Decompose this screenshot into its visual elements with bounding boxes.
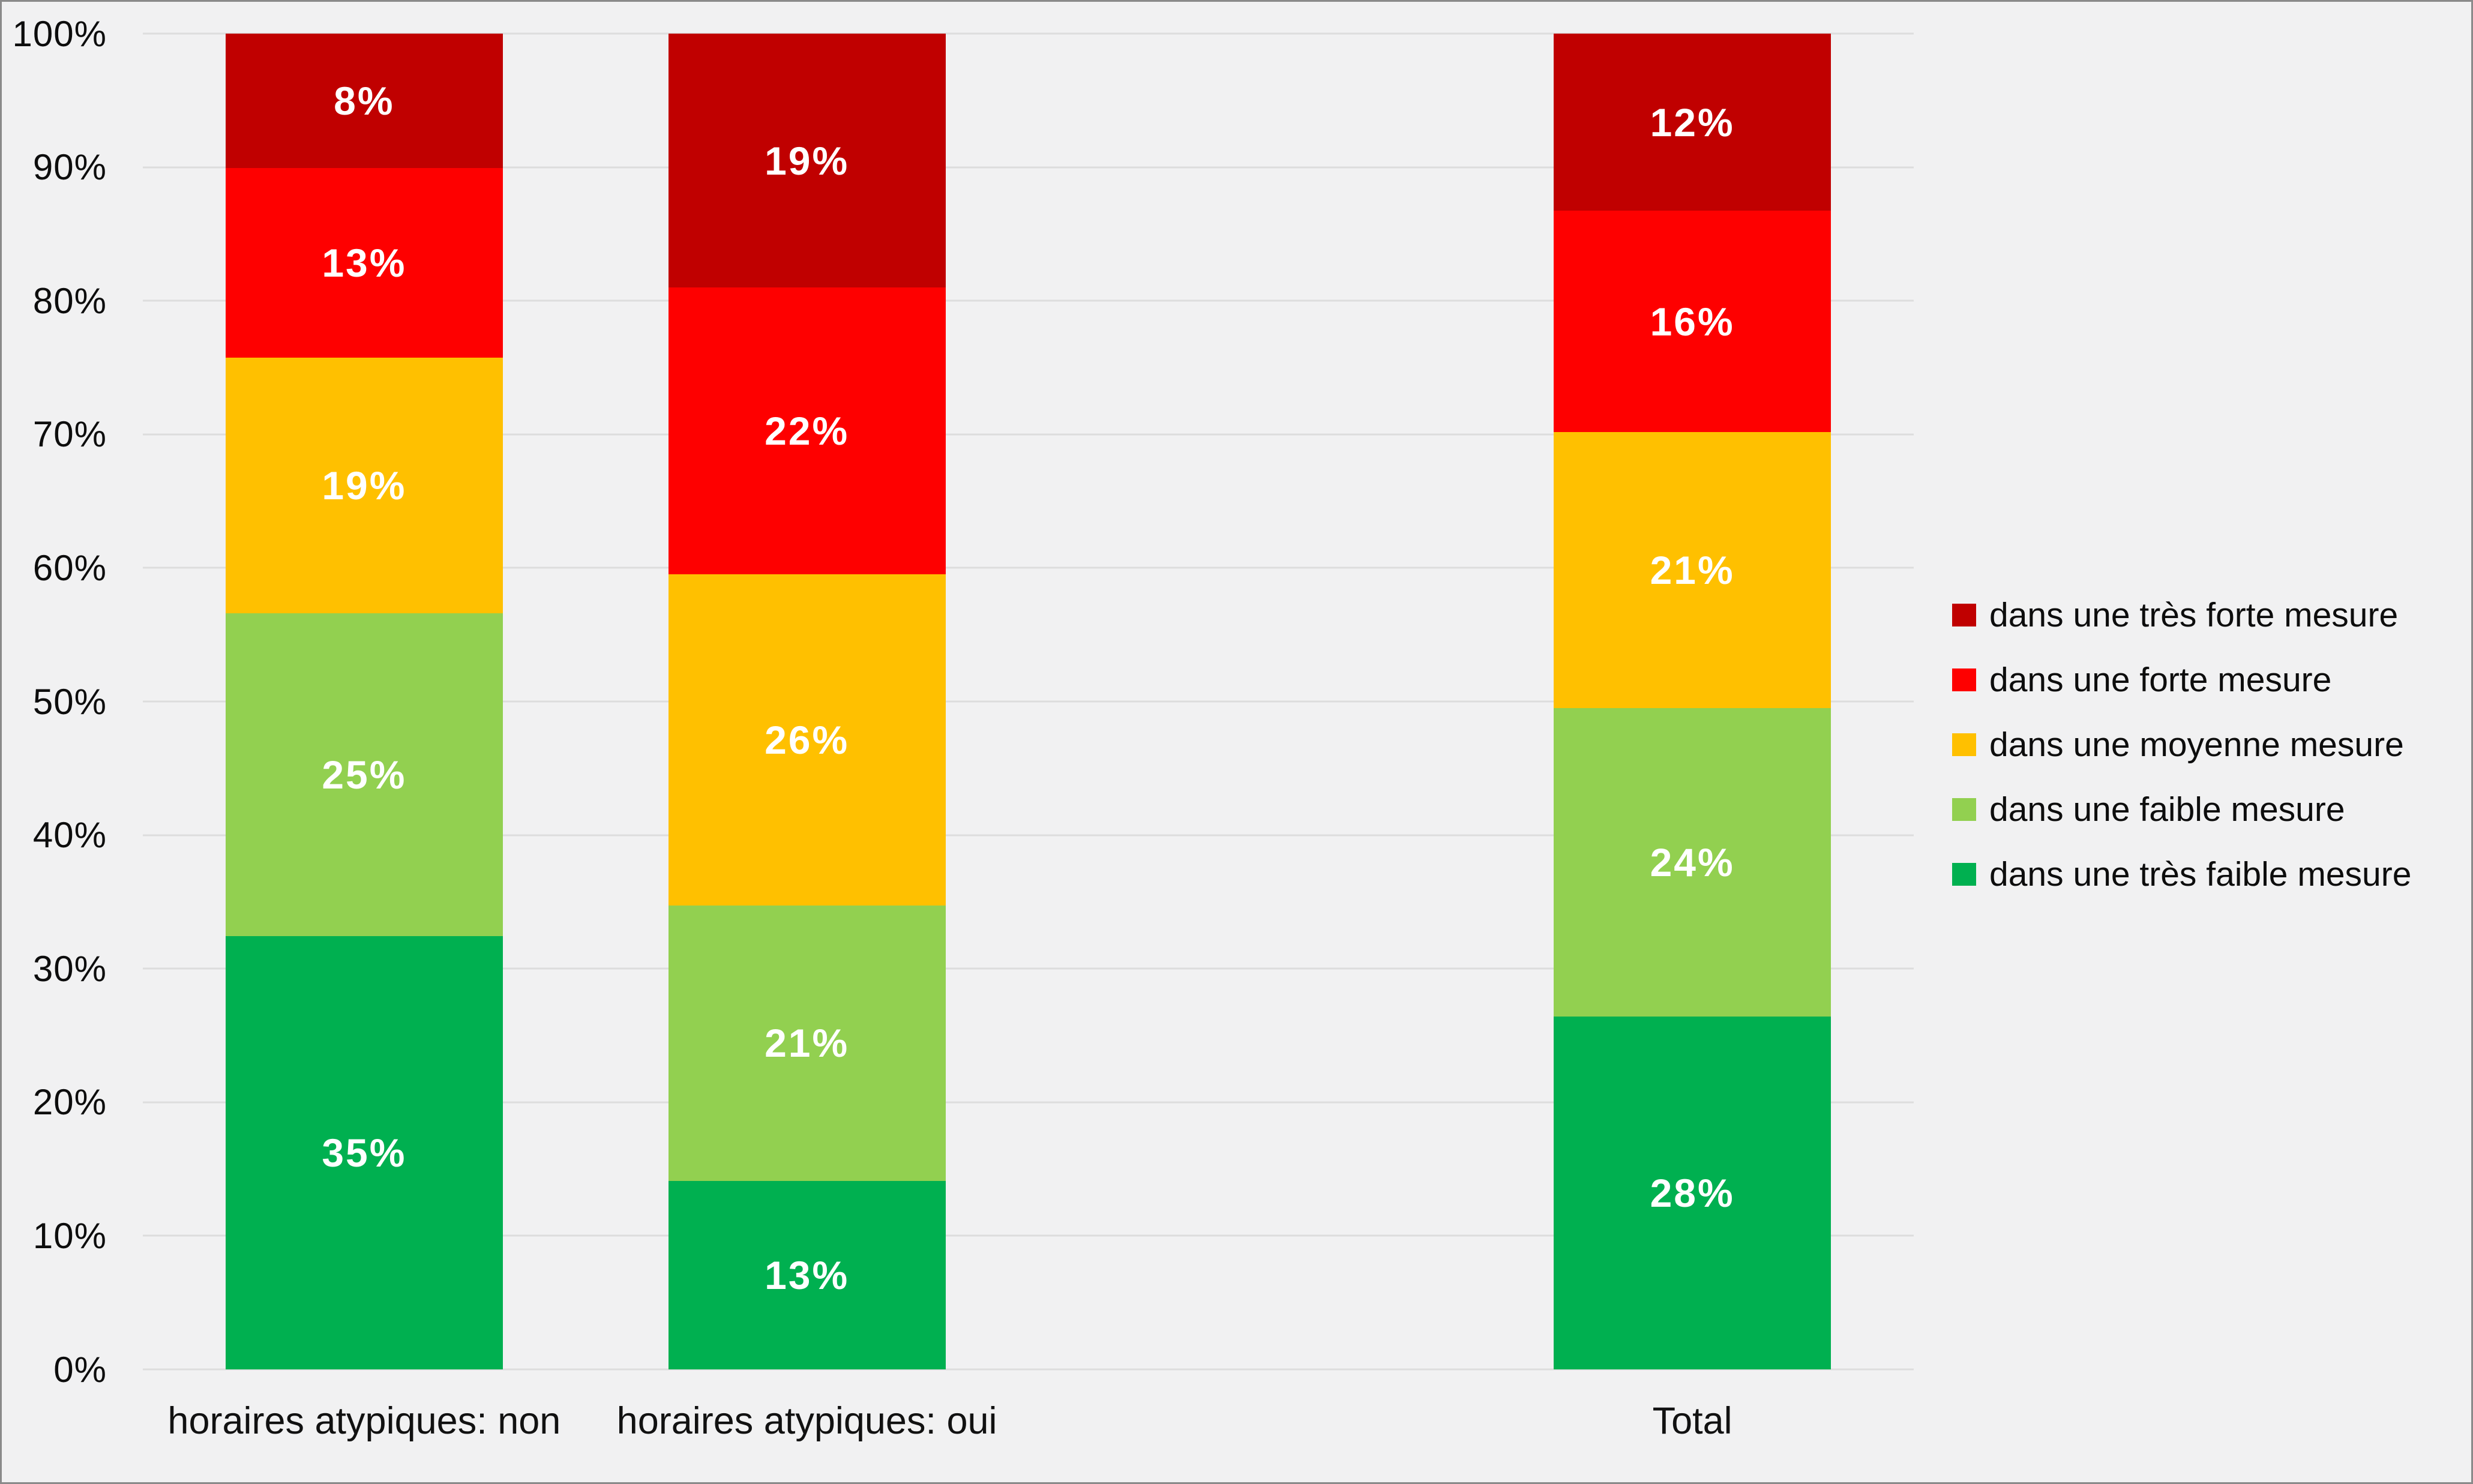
bar-segment: 22% <box>668 287 946 575</box>
legend-color-swatch <box>1952 733 1976 756</box>
bar-segment-value-label: 16% <box>1650 299 1735 344</box>
x-axis-category-label: Total <box>1652 1400 1732 1442</box>
bar-segment-value-label: 25% <box>322 753 407 798</box>
bar-segment-value-label: 13% <box>765 1253 850 1298</box>
bar-segment: 19% <box>668 34 946 288</box>
y-axis-tick-label: 30% <box>32 948 107 989</box>
y-axis-tick-label: 10% <box>32 1215 107 1256</box>
gridline <box>143 967 1914 970</box>
gridline <box>143 299 1914 302</box>
bar-segment-value-label: 28% <box>1650 1171 1735 1216</box>
gridline <box>143 834 1914 837</box>
bar-segment: 25% <box>225 613 503 936</box>
legend-color-swatch <box>1952 668 1976 691</box>
gridline <box>143 700 1914 703</box>
y-axis-tick-label: 80% <box>32 280 107 321</box>
x-axis-category-label: horaires atypiques: oui <box>616 1400 997 1442</box>
bar-segment-value-label: 8% <box>334 78 395 123</box>
bar-1: 8% 13% 19% 25% 35% <box>225 34 503 1369</box>
bar-segment: 13% <box>668 1181 946 1369</box>
bar-segment-value-label: 22% <box>765 409 850 454</box>
bar-segment: 24% <box>1554 707 1831 1017</box>
y-axis-tick-label: 20% <box>32 1082 107 1123</box>
legend-item-label: dans une forte mesure <box>1989 661 2332 699</box>
y-axis-tick-label: 40% <box>32 815 107 856</box>
bar-segment: 12% <box>1554 34 1831 211</box>
legend-item: dans une très faible mesure <box>1952 852 2411 897</box>
x-axis-category-label: horaires atypiques: non <box>167 1400 561 1442</box>
bar-segment-value-label: 26% <box>765 717 850 762</box>
legend-item: dans une moyenne mesure <box>1952 722 2411 768</box>
plot-area: 8% 13% 19% 25% 35% 19% 22% 26% 21% 13% 12% 16% 21% 24… <box>143 32 1914 1371</box>
bar-segment-value-label: 19% <box>765 138 850 183</box>
bar-segment: 13% <box>225 167 503 358</box>
legend-color-swatch <box>1952 863 1976 886</box>
y-axis-tick-label: 50% <box>32 681 107 722</box>
bar-segment-value-label: 24% <box>1650 840 1735 885</box>
bar-segment-value-label: 35% <box>322 1130 407 1175</box>
y-axis-tick-label: 60% <box>32 547 107 588</box>
bar-segment: 16% <box>1554 211 1831 432</box>
gridline <box>143 1101 1914 1104</box>
y-axis-tick-label: 100% <box>12 13 107 54</box>
bar-segment-value-label: 21% <box>765 1021 850 1066</box>
gridline <box>143 166 1914 169</box>
legend: dans une très forte mesure dans une forte… <box>1952 592 2411 916</box>
bar-segment: 28% <box>1554 1017 1831 1370</box>
legend-item: dans une faible mesure <box>1952 787 2411 832</box>
legend-item-label: dans une faible mesure <box>1989 790 2345 829</box>
gridline <box>143 1368 1914 1371</box>
bar-3: 12% 16% 21% 24% 28% <box>1554 34 1831 1370</box>
legend-color-swatch <box>1952 604 1976 626</box>
legend-item-label: dans une très faible mesure <box>1989 855 2412 894</box>
legend-color-swatch <box>1952 798 1976 821</box>
gridline <box>143 566 1914 569</box>
bar-segment: 35% <box>225 936 503 1369</box>
bar-segment: 19% <box>225 357 503 614</box>
legend-item-label: dans une très forte mesure <box>1989 596 2399 634</box>
bar-segment-value-label: 21% <box>1650 547 1735 592</box>
legend-item: dans une très forte mesure <box>1952 592 2411 638</box>
legend-item-label: dans une moyenne mesure <box>1989 725 2404 764</box>
bar-segment-value-label: 12% <box>1650 100 1735 145</box>
bar-segment: 8% <box>225 34 503 168</box>
y-axis-tick-label: 70% <box>32 414 107 455</box>
gridline <box>143 433 1914 436</box>
bar-segment: 21% <box>1554 431 1831 708</box>
bar-segment-value-label: 19% <box>322 463 407 508</box>
bar-segment-value-label: 13% <box>322 240 407 285</box>
gridline <box>143 1234 1914 1237</box>
y-axis-tick-label: 90% <box>32 147 107 188</box>
bar-segment: 26% <box>668 574 946 906</box>
bar-segment: 21% <box>668 905 946 1182</box>
y-axis-tick-label: 0% <box>53 1349 107 1390</box>
bar-2: 19% 22% 26% 21% 13% <box>668 34 946 1369</box>
legend-item: dans une forte mesure <box>1952 657 2411 703</box>
gridline <box>143 32 1914 35</box>
